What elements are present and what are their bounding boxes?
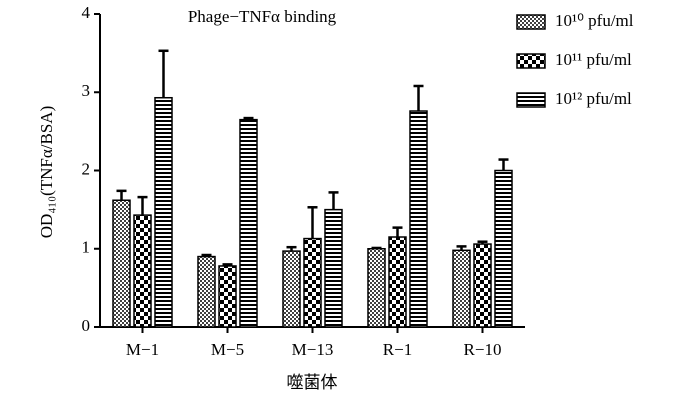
bar	[388, 236, 407, 328]
y-tick-label: 4	[82, 3, 91, 22]
bar	[324, 208, 343, 328]
legend-label: 10¹⁰ pfu/ml	[555, 11, 634, 30]
x-tick-label: M−1	[126, 340, 159, 359]
bar	[303, 237, 322, 328]
x-tick-label: R−1	[383, 340, 412, 359]
bar	[282, 250, 301, 328]
chart-title: Phage−TNFα binding	[188, 7, 337, 26]
bar	[154, 96, 173, 328]
bar	[473, 243, 492, 328]
x-tick-label: R−10	[464, 340, 502, 359]
bar	[452, 249, 471, 328]
bar	[367, 248, 386, 328]
x-axis-label: 噬菌体	[287, 373, 338, 392]
bar	[218, 265, 237, 328]
bar	[112, 199, 131, 328]
y-tick-label: 1	[82, 238, 91, 257]
legend-label: 10¹² pfu/ml	[555, 89, 632, 108]
y-tick-label: 2	[82, 159, 91, 178]
bar	[133, 214, 152, 328]
legend-swatch	[516, 53, 546, 69]
bar	[409, 110, 428, 328]
y-tick-label: 0	[82, 316, 91, 335]
y-tick-label: 3	[82, 81, 91, 100]
y-axis-label: OD₄₁₀(TNFα/BSA)	[37, 106, 56, 238]
legend-swatch	[516, 92, 546, 108]
legend-label: 10¹¹ pfu/ml	[555, 50, 632, 69]
bar	[494, 169, 513, 328]
legend-swatch	[516, 14, 546, 30]
bar	[197, 255, 216, 328]
bar	[239, 118, 258, 328]
x-tick-label: M−13	[292, 340, 334, 359]
x-tick-label: M−5	[211, 340, 244, 359]
